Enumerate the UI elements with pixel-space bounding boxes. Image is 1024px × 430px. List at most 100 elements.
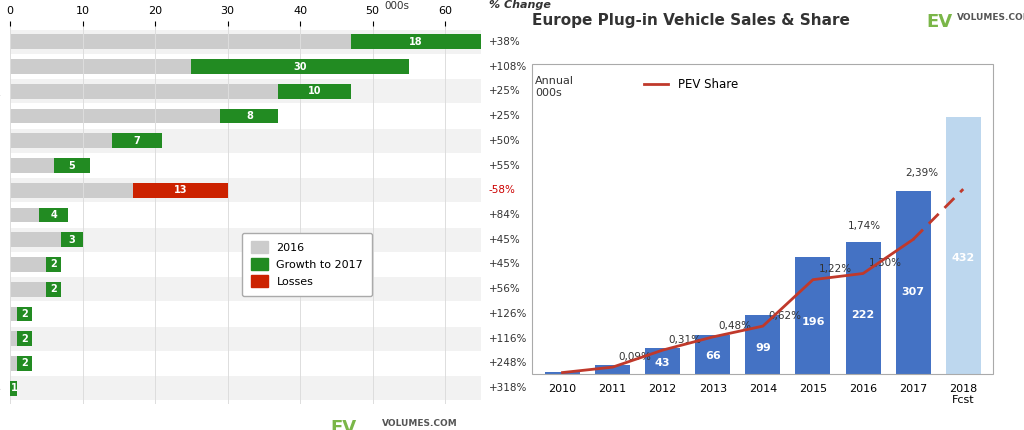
Text: +45%: +45%: [488, 235, 520, 245]
Bar: [10, 376, 481, 400]
Bar: [896, 191, 931, 374]
Bar: [191, 59, 409, 74]
Bar: [846, 242, 881, 374]
Text: +45%: +45%: [488, 259, 520, 270]
Text: 4: 4: [50, 210, 57, 220]
Legend: PEV Share: PEV Share: [640, 74, 742, 96]
Text: EV: EV: [331, 419, 356, 430]
Bar: [10, 178, 481, 202]
Text: 432: 432: [951, 253, 975, 263]
Bar: [946, 117, 981, 374]
Text: 8: 8: [246, 111, 253, 121]
Text: 2,39%: 2,39%: [905, 168, 938, 178]
Text: +55%: +55%: [488, 160, 520, 171]
Text: +25%: +25%: [488, 111, 520, 121]
Bar: [10, 133, 112, 148]
Text: 2: 2: [22, 334, 28, 344]
Text: Europe Plug-in Vehicle Sales & Share: Europe Plug-in Vehicle Sales & Share: [532, 13, 850, 28]
Bar: [10, 331, 17, 346]
Bar: [10, 183, 227, 198]
Bar: [46, 257, 61, 272]
Text: 0,31%: 0,31%: [669, 335, 701, 344]
Text: 307: 307: [902, 287, 925, 297]
Text: +84%: +84%: [488, 210, 520, 220]
Bar: [46, 282, 61, 297]
Text: 13: 13: [174, 185, 187, 195]
Text: 66: 66: [705, 351, 721, 362]
Text: 1,22%: 1,22%: [818, 264, 852, 274]
Bar: [10, 282, 46, 297]
Bar: [10, 84, 279, 99]
Text: +248%: +248%: [488, 358, 527, 369]
Bar: [17, 307, 32, 321]
Text: 18: 18: [410, 37, 423, 47]
Text: +56%: +56%: [488, 284, 520, 294]
Text: +38%: +38%: [488, 37, 520, 47]
Bar: [645, 348, 680, 374]
Bar: [279, 84, 351, 99]
Text: 10: 10: [308, 86, 322, 96]
Text: 0,48%: 0,48%: [719, 321, 752, 332]
Bar: [10, 307, 17, 321]
Bar: [10, 80, 481, 103]
Text: 0,09%: 0,09%: [618, 352, 651, 362]
Text: Plug-in Sales
000s: Plug-in Sales 000s: [362, 0, 430, 11]
Bar: [545, 372, 580, 374]
Text: 1,30%: 1,30%: [868, 258, 901, 268]
Text: +25%: +25%: [488, 86, 520, 96]
Legend: 2016, Growth to 2017, Losses: 2016, Growth to 2017, Losses: [242, 233, 372, 296]
Text: 1: 1: [10, 383, 17, 393]
Text: +50%: +50%: [488, 136, 520, 146]
Text: 2: 2: [50, 259, 57, 270]
Bar: [10, 232, 61, 247]
Text: 0,62%: 0,62%: [768, 310, 802, 320]
Text: 3: 3: [69, 235, 75, 245]
Bar: [796, 258, 830, 374]
Bar: [595, 365, 630, 374]
Text: +126%: +126%: [488, 309, 527, 319]
Text: % Change: % Change: [488, 0, 551, 10]
Bar: [695, 335, 730, 374]
Text: 99: 99: [755, 343, 771, 353]
Text: 7: 7: [134, 136, 140, 146]
Bar: [112, 133, 163, 148]
Text: EV: EV: [927, 13, 953, 31]
Bar: [10, 356, 17, 371]
Text: 2: 2: [22, 309, 28, 319]
Bar: [10, 381, 17, 396]
Bar: [10, 327, 481, 350]
Bar: [10, 257, 46, 272]
Bar: [10, 109, 220, 123]
Bar: [17, 331, 32, 346]
Text: 1,74%: 1,74%: [848, 221, 881, 231]
Bar: [10, 59, 191, 74]
Text: 5: 5: [69, 160, 75, 171]
Text: 43: 43: [655, 358, 671, 368]
Bar: [10, 158, 53, 173]
Bar: [39, 208, 69, 222]
Text: VOLUMES.COM: VOLUMES.COM: [382, 419, 458, 428]
Bar: [10, 228, 481, 252]
Bar: [10, 277, 481, 301]
Text: Annual
000s: Annual 000s: [535, 77, 574, 98]
Bar: [10, 30, 481, 54]
Bar: [220, 109, 279, 123]
Text: +108%: +108%: [488, 61, 526, 72]
Text: +318%: +318%: [488, 383, 527, 393]
Bar: [10, 34, 351, 49]
Text: 2: 2: [50, 284, 57, 294]
Bar: [53, 158, 90, 173]
Text: +116%: +116%: [488, 334, 527, 344]
Bar: [10, 129, 481, 153]
Bar: [351, 34, 481, 49]
Text: -58%: -58%: [488, 185, 515, 195]
Bar: [10, 208, 39, 222]
Bar: [133, 183, 227, 198]
Text: 2: 2: [22, 358, 28, 369]
Bar: [17, 356, 32, 371]
Bar: [61, 232, 83, 247]
Text: VOLUMES.COM: VOLUMES.COM: [957, 13, 1024, 22]
Bar: [745, 315, 780, 374]
Text: 196: 196: [801, 316, 824, 327]
Text: 30: 30: [293, 61, 307, 72]
